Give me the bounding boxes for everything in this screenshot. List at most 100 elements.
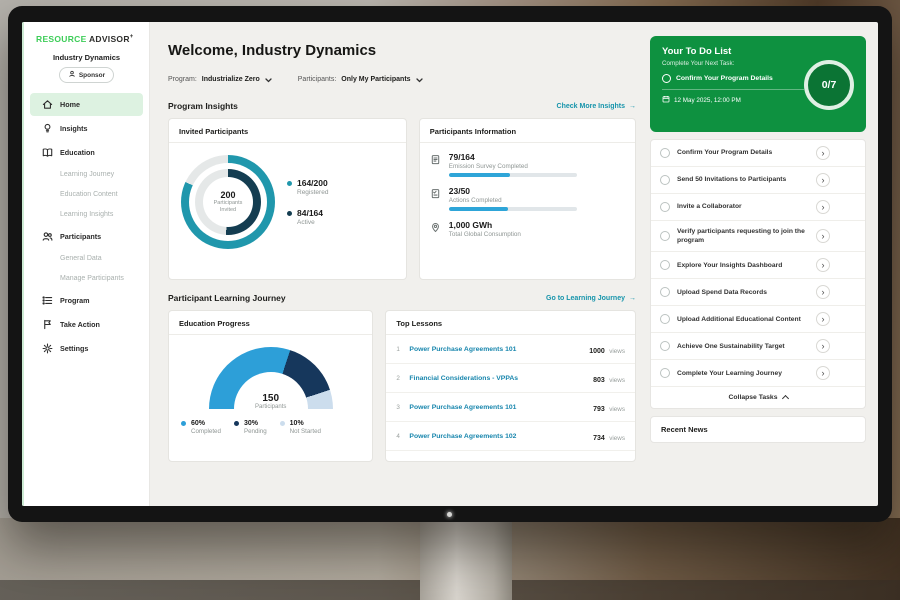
chevron-right-icon[interactable]: ›	[816, 146, 830, 160]
sidebar-item-insights[interactable]: Insights	[30, 117, 143, 140]
sidebar: RESOURCE ADVISOR+ Industry Dynamics Spon…	[22, 22, 150, 506]
nav-label: Home	[60, 100, 80, 109]
task-checkbox[interactable]	[660, 260, 670, 271]
nav-label: Program	[60, 296, 90, 305]
lesson-link[interactable]: Power Purchase Agreements 103	[409, 462, 516, 463]
progress-bar	[448, 173, 577, 177]
check-more-insights-link[interactable]: Check More Insights →	[557, 103, 636, 110]
chevron-right-icon[interactable]: ›	[816, 173, 830, 187]
participants-icon	[42, 231, 53, 242]
sidebar-item-settings[interactable]: Settings	[30, 337, 143, 360]
sidebar-item-education[interactable]: Education	[30, 141, 143, 164]
go-to-learning-journey-link[interactable]: Go to Learning Journey →	[546, 295, 636, 302]
collapse-tasks-button[interactable]: Collapse Tasks	[651, 387, 865, 408]
sidebar-item-learning-journey[interactable]: Learning Journey	[30, 165, 143, 184]
task-checkbox[interactable]	[660, 231, 670, 242]
sidebar-item-general-data[interactable]: General Data	[30, 249, 143, 268]
chevron-right-icon[interactable]: ›	[816, 200, 830, 214]
legend-dot	[287, 180, 292, 186]
legend-label: Active	[297, 219, 315, 226]
task-row-upload-spend-data[interactable]: Upload Spend Data Records ›	[651, 279, 865, 307]
nav-label: General Data	[60, 255, 102, 262]
task-label: Upload Additional Educational Content	[677, 315, 801, 323]
task-checkbox[interactable]	[660, 341, 670, 352]
task-checkbox[interactable]	[660, 148, 670, 158]
sidebar-item-program[interactable]: Program	[30, 289, 143, 312]
monitor-stand	[420, 518, 512, 600]
sidebar-item-take-action[interactable]: Take Action	[30, 313, 143, 336]
lesson-rank: 5	[396, 462, 403, 463]
invited-participants-card: Invited Participants 200 Participants In…	[168, 118, 407, 280]
lesson-views-suffix: views	[609, 348, 625, 355]
task-checkbox[interactable]	[660, 368, 670, 379]
task-checkbox[interactable]	[660, 287, 670, 298]
task-label: Confirm Your Program Details	[677, 149, 773, 157]
lesson-link[interactable]: Power Purchase Agreements 101	[409, 345, 517, 353]
todo-summary-card: Your To Do List Complete Your Next Task:…	[650, 36, 866, 132]
progress-bar	[448, 207, 577, 211]
nav-label: Learning Insights	[60, 211, 114, 218]
lesson-link[interactable]: Power Purchase Agreements 101	[409, 403, 517, 411]
stat-value: 23/50	[448, 186, 471, 196]
person-icon	[68, 70, 76, 80]
task-label: Verify participants requesting to join t…	[677, 228, 805, 245]
chevron-down-icon	[415, 70, 423, 88]
gauge-center-value: 150	[262, 393, 280, 404]
stat-global-consumption: 1,000 GWh Total Global Consumption	[430, 220, 625, 241]
survey-icon	[430, 152, 441, 177]
lesson-views-value: 793	[593, 406, 605, 413]
learning-journey-cards: Education Progress 150 Participants 60% …	[168, 310, 636, 462]
task-row-verify-participants[interactable]: Verify participants requesting to join t…	[651, 221, 865, 253]
program-select[interactable]: Program: Industrialize Zero	[168, 70, 272, 88]
lesson-link[interactable]: Power Purchase Agreements 102	[409, 432, 517, 440]
program-insights-header: Program Insights Check More Insights →	[168, 101, 636, 111]
nav-label: Insights	[60, 124, 88, 133]
legend-dot	[287, 210, 292, 216]
filters-row: Program: Industrialize Zero Participants…	[168, 70, 636, 88]
sidebar-item-participants[interactable]: Participants	[30, 225, 143, 248]
program-select-value: Industrialize Zero	[201, 75, 260, 83]
chevron-right-icon[interactable]: ›	[816, 366, 830, 381]
task-row-confirm-program[interactable]: Confirm Your Program Details ›	[651, 140, 865, 167]
card-title: Top Lessons	[386, 311, 635, 335]
task-row-upload-educational-content[interactable]: Upload Additional Educational Content ›	[651, 306, 865, 334]
task-checkbox[interactable]	[662, 74, 671, 83]
arrow-right-icon: →	[629, 294, 636, 302]
chevron-right-icon[interactable]: ›	[816, 339, 830, 354]
task-checkbox[interactable]	[660, 175, 670, 185]
chevron-right-icon[interactable]: ›	[816, 285, 830, 300]
lesson-link[interactable]: Financial Considerations - VPPAs	[409, 374, 519, 382]
task-row-explore-insights[interactable]: Explore Your Insights Dashboard ›	[651, 252, 865, 280]
education-icon	[42, 147, 53, 158]
lesson-rank: 2	[396, 374, 400, 382]
location-pin-icon	[430, 220, 441, 241]
page-title: Welcome, Industry Dynamics	[168, 42, 377, 59]
chevron-right-icon[interactable]: ›	[816, 229, 830, 244]
task-row-invite-collaborator[interactable]: Invite a Collaborator ›	[651, 194, 865, 221]
chevron-right-icon[interactable]: ›	[816, 258, 830, 273]
todo-subtitle: Complete Your Next Task:	[662, 60, 735, 67]
task-row-achieve-target[interactable]: Achieve One Sustainability Target ›	[651, 333, 865, 361]
due-date: 12 May 2025, 12:00 PM	[662, 95, 854, 105]
sidebar-item-manage-participants[interactable]: Manage Participants	[30, 269, 143, 288]
sidebar-item-education-content[interactable]: Education Content	[30, 185, 143, 204]
participants-select[interactable]: Participants: Only My Participants	[298, 70, 423, 88]
invited-donut-outer: 200 Participants Invited	[181, 155, 275, 249]
recent-news-card[interactable]: Recent News	[650, 416, 866, 444]
education-gauge: 150 Participants	[208, 347, 333, 411]
task-row-complete-learning-journey[interactable]: Complete Your Learning Journey ›	[651, 360, 865, 388]
sidebar-item-home[interactable]: Home	[30, 93, 143, 116]
invited-legend: 164/200 Registered 84/164 Active	[287, 178, 328, 226]
next-task[interactable]: Confirm Your Program Details	[662, 74, 804, 83]
task-checkbox[interactable]	[660, 314, 670, 325]
participants-select-label: Participants:	[297, 75, 337, 83]
stat-value: 79/164	[448, 152, 475, 162]
main-content: Welcome, Industry Dynamics Program: Indu…	[150, 22, 650, 506]
donut-center-value: 200	[220, 190, 236, 201]
sidebar-item-learning-insights[interactable]: Learning Insights	[30, 205, 143, 224]
task-checkbox[interactable]	[660, 202, 670, 212]
chevron-right-icon[interactable]: ›	[816, 312, 830, 327]
task-label: Achieve One Sustainability Target	[677, 342, 785, 350]
task-row-send-invitations[interactable]: Send 50 Invitations to Participants ›	[651, 167, 865, 194]
app-logo: RESOURCE ADVISOR+	[24, 32, 149, 44]
